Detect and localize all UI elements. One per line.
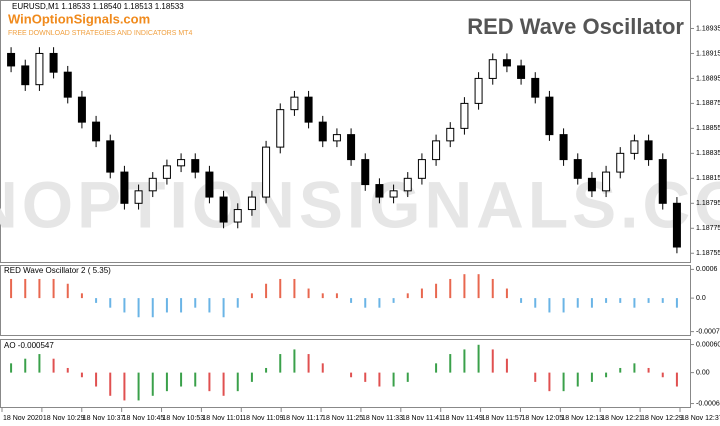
candle-body: [658, 159, 667, 204]
candle-body: [304, 96, 313, 123]
ao-title: AO -0.000547: [4, 341, 54, 350]
candle-body: [375, 184, 384, 198]
y-tick-label: 1.18755: [696, 250, 720, 257]
oscillator-title: RED Wave Oscillator 2 ( 5.35): [4, 266, 111, 275]
candle-body: [318, 121, 327, 142]
candle-body: [120, 171, 129, 204]
candle-body: [134, 190, 143, 204]
candle-body: [332, 134, 341, 142]
x-tick-label: 18 Nov 10:45: [123, 415, 165, 422]
candle-body: [573, 159, 582, 179]
candle-body: [63, 71, 72, 98]
y-tick-label: 1.18795: [696, 200, 720, 207]
x-tick-label: 18 Nov 11:33: [362, 415, 403, 422]
candle-body: [262, 146, 271, 198]
candle-body: [177, 159, 186, 167]
candle-body: [460, 102, 469, 129]
candle-body: [233, 209, 242, 223]
x-tick-label: 18 Nov 11:01: [202, 415, 243, 422]
y-tick-label: -0.000667: [696, 400, 720, 407]
x-tick-label: 18 Nov 12:21: [601, 415, 643, 422]
candle-body: [545, 96, 554, 136]
candle-body: [361, 159, 370, 186]
x-tick-label: 18 Nov 11:25: [322, 415, 363, 422]
y-tick-label: 0.00: [696, 369, 710, 376]
y-tick-label: 1.18895: [696, 75, 720, 82]
oscillator-panel-frame: [0, 265, 691, 336]
x-tick-label: 18 Nov 12:13: [561, 415, 603, 422]
x-tick-label: 18 Nov 12:37: [681, 415, 720, 422]
candle-body: [219, 196, 228, 223]
candle-body: [602, 171, 611, 192]
symbol-line: EURUSD,M1 1.18533 1.18540 1.18513 1.1853…: [12, 2, 184, 11]
y-tick-label: 1.18915: [696, 50, 720, 57]
y-tick-label: 1.18875: [696, 100, 720, 107]
candle-body: [247, 196, 256, 211]
y-tick-label: 0.0: [696, 295, 706, 302]
candle-body: [672, 202, 681, 248]
x-tick-label: 18 Nov 12:29: [641, 415, 683, 422]
y-tick-label: 0.0006: [696, 266, 718, 273]
candle-body: [148, 177, 157, 192]
candle-body: [49, 52, 58, 73]
candle-body: [347, 134, 356, 161]
tagline: FREE DOWNLOAD STRATEGIES AND INDICATORS …: [8, 30, 192, 37]
page-title: RED Wave Oscillator: [467, 14, 684, 39]
candle-body: [92, 121, 101, 142]
candle-body: [162, 165, 171, 179]
candle-body: [587, 177, 596, 192]
candle-body: [517, 65, 526, 79]
main-panel-frame: [0, 0, 691, 263]
x-tick-label: 18 Nov 10:29: [43, 415, 85, 422]
candle-body: [644, 140, 653, 161]
candle-body: [559, 134, 568, 161]
y-tick-label: 1.18935: [696, 25, 720, 32]
candle-body: [417, 159, 426, 179]
y-tick-label: 0.000605: [696, 341, 720, 348]
x-tick-label: 18 Nov 11:09: [242, 415, 283, 422]
candle-body: [446, 127, 455, 142]
candle-body: [106, 140, 115, 173]
candle-body: [276, 109, 285, 148]
candle-body: [474, 77, 483, 104]
y-tick-label: 1.18775: [696, 225, 720, 232]
x-tick-label: 18 Nov 12:05: [521, 415, 563, 422]
x-tick-label: 18 Nov 11:57: [482, 415, 523, 422]
candle-body: [403, 177, 412, 192]
watermark: WINOPTIONSIGNALS.COM: [0, 167, 720, 241]
y-tick-label: -0.0007: [696, 328, 720, 335]
candle-body: [77, 96, 86, 123]
candle-body: [7, 52, 16, 67]
x-tick-label: 18 Nov 10:37: [83, 415, 125, 422]
candle-body: [35, 52, 44, 86]
candle-body: [389, 190, 398, 198]
candle-body: [488, 59, 497, 79]
x-tick-label: 18 Nov 11:41: [402, 415, 443, 422]
x-tick-label: 18 Nov 11:49: [442, 415, 483, 422]
y-tick-label: 1.18855: [696, 125, 720, 132]
y-tick-label: 1.18835: [696, 150, 720, 157]
ao-panel-frame: [0, 339, 691, 408]
brand: WinOptionSignals.com: [8, 11, 150, 26]
candle-body: [531, 77, 540, 98]
y-tick-label: 1.18815: [696, 175, 720, 182]
candle-body: [432, 140, 441, 161]
candle-body: [630, 140, 639, 154]
candle-body: [290, 96, 299, 111]
candle-body: [21, 65, 30, 86]
candle-body: [616, 152, 625, 173]
x-tick-label: 18 Nov 10:53: [163, 415, 205, 422]
x-tick-label: 18 Nov 11:17: [282, 415, 323, 422]
candle-body: [502, 59, 511, 67]
candle-body: [191, 159, 200, 173]
x-tick-label: 18 Nov 2020: [3, 415, 43, 422]
candle-body: [205, 171, 214, 198]
